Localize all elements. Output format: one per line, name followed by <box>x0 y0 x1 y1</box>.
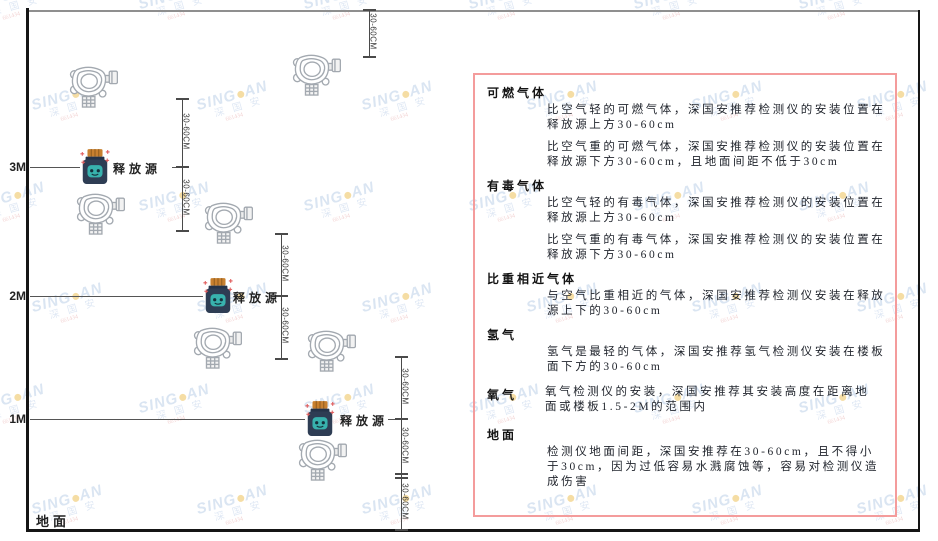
left-wall-line <box>26 8 29 532</box>
dimension-tick <box>395 418 408 420</box>
release-source-icon <box>304 400 336 438</box>
section-paragraph: 比空气轻的可燃气体，深国安推荐检测仪的安装位置在释放源上方30-60cm <box>547 104 886 131</box>
dimension-label: 30-60CM <box>368 13 378 50</box>
release-source-label: 释放源 <box>113 162 162 176</box>
dimension-tick <box>176 230 189 232</box>
section-paragraph: 比空气轻的有毒气体，深国安推荐检测仪的安装位置在释放源上方30-60cm <box>547 197 886 224</box>
section-toxic-gas: 有毒气体 比空气轻的有毒气体，深国安推荐检测仪的安装位置在释放源上方30-60c… <box>487 177 883 263</box>
release-source-label: 释放源 <box>340 414 389 428</box>
gas-detector-icon <box>68 64 118 108</box>
dimension-tick <box>176 166 189 168</box>
height-label-2m: 2M <box>9 289 26 303</box>
guidelines-panel: 可燃气体 比空气轻的可燃气体，深国安推荐检测仪的安装位置在释放源上方30-60c… <box>473 73 897 517</box>
section-heading: 地面 <box>487 428 518 442</box>
dimension-tick <box>275 295 288 297</box>
section-paragraph: 比空气重的有毒气体，深国安推荐检测仪的安装位置在释放源下方30-60cm <box>547 234 886 261</box>
ceiling-line <box>29 10 920 12</box>
watermark-dot-icon <box>896 292 905 301</box>
gas-detector-icon <box>297 437 347 481</box>
gas-detector-icon <box>291 52 341 96</box>
gas-detector-icon <box>75 191 125 235</box>
gas-detector-icon <box>192 325 242 369</box>
right-wall-line <box>918 10 920 531</box>
watermark-dot-icon <box>896 494 905 503</box>
release-source-icon <box>202 277 234 315</box>
section-heading: 有毒气体 <box>487 179 548 193</box>
dimension-tick <box>275 233 288 235</box>
section-paragraph: 氢气是最轻的气体，深国安推荐氢气检测仪安装在楼板面下方的30-60cm <box>547 346 886 373</box>
dimension-tick <box>176 98 189 100</box>
level-line-3m <box>30 167 80 168</box>
section-combustible-gas: 可燃气体 比空气轻的可燃气体，深国安推荐检测仪的安装位置在释放源上方30-60c… <box>487 84 883 170</box>
dimension-tick <box>395 473 408 475</box>
dimension-label: 30-60CM <box>181 179 191 216</box>
dimension-tick <box>395 356 408 358</box>
section-ground: 地面 检测仪地面间距，深国安推荐在30-60cm，且不得小于30cm，因为过低容… <box>487 426 883 490</box>
watermark-dot-icon <box>401 292 410 301</box>
watermark-dot-icon <box>236 494 245 503</box>
watermark-dot-icon <box>896 90 905 99</box>
release-source-label: 释放源 <box>233 291 282 305</box>
dimension-label: 30-60CM <box>280 307 290 344</box>
dimension-label: 30-60CM <box>400 368 410 405</box>
section-paragraph: 比空气重的可燃气体，深国安推荐检测仪的安装位置在释放源下方30-60cm，且地面… <box>547 141 886 168</box>
release-source-icon <box>79 148 111 186</box>
section-paragraph: 检测仪地面间距，深国安推荐在30-60cm，且不得小于30cm，因为过低容易水溅… <box>547 446 880 488</box>
ground-label: 地面 <box>36 514 71 529</box>
section-heading: 可燃气体 <box>487 86 548 100</box>
height-label-1m: 1M <box>9 412 26 426</box>
dimension-tick <box>275 358 288 360</box>
watermark-dot-icon <box>13 191 22 200</box>
dimension-label: 30-60CM <box>181 113 191 150</box>
dimension-tick <box>363 56 376 58</box>
section-paragraph: 与空气比重相近的气体，深国安推荐检测仪安装在释放源上下的30-60cm <box>547 290 886 317</box>
height-label-3m: 3M <box>9 160 26 174</box>
watermark-dot-icon <box>178 393 187 402</box>
gas-detector-icon <box>306 328 356 372</box>
watermark-dot-icon <box>343 191 352 200</box>
dimension-label: 30-60CM <box>280 245 290 282</box>
dimension-label: 30-60CM <box>400 427 410 464</box>
dimension-line <box>401 357 402 531</box>
section-oxygen: 氧气 氧气检测仪的安装，深国安推荐其安装高度在距离地面或楼板1.5-2M的范围内 <box>487 382 883 422</box>
dimension-line <box>369 10 370 57</box>
section-hydrogen: 氢气 氢气是最轻的气体，深国安推荐氢气检测仪安装在楼板面下方的30-60cm <box>487 326 883 375</box>
dimension-tick <box>395 529 408 531</box>
section-paragraph: 氧气检测仪的安装，深国安推荐其安装高度在距离地面或楼板1.5-2M的范围内 <box>545 386 870 413</box>
level-line-1m <box>30 419 305 420</box>
dimension-tick <box>395 477 408 479</box>
gas-detector-icon <box>203 200 253 244</box>
section-heading: 氧气 <box>487 388 518 402</box>
watermark-dot-icon <box>236 90 245 99</box>
dimension-label: 30-60CM <box>400 483 410 520</box>
dimension-tick <box>363 9 376 11</box>
section-similar-density-gas: 比重相近气体 与空气比重相近的气体，深国安推荐检测仪安装在释放源上下的30-60… <box>487 270 883 319</box>
watermark-dot-icon <box>343 393 352 402</box>
level-line-2m <box>30 296 203 297</box>
ground-line <box>26 529 920 532</box>
section-heading: 比重相近气体 <box>487 272 578 286</box>
watermark-dot-icon <box>401 90 410 99</box>
section-heading: 氢气 <box>487 328 518 342</box>
watermark-dot-icon <box>71 494 80 503</box>
dimension-line <box>182 99 183 231</box>
watermark-dot-icon <box>13 393 22 402</box>
